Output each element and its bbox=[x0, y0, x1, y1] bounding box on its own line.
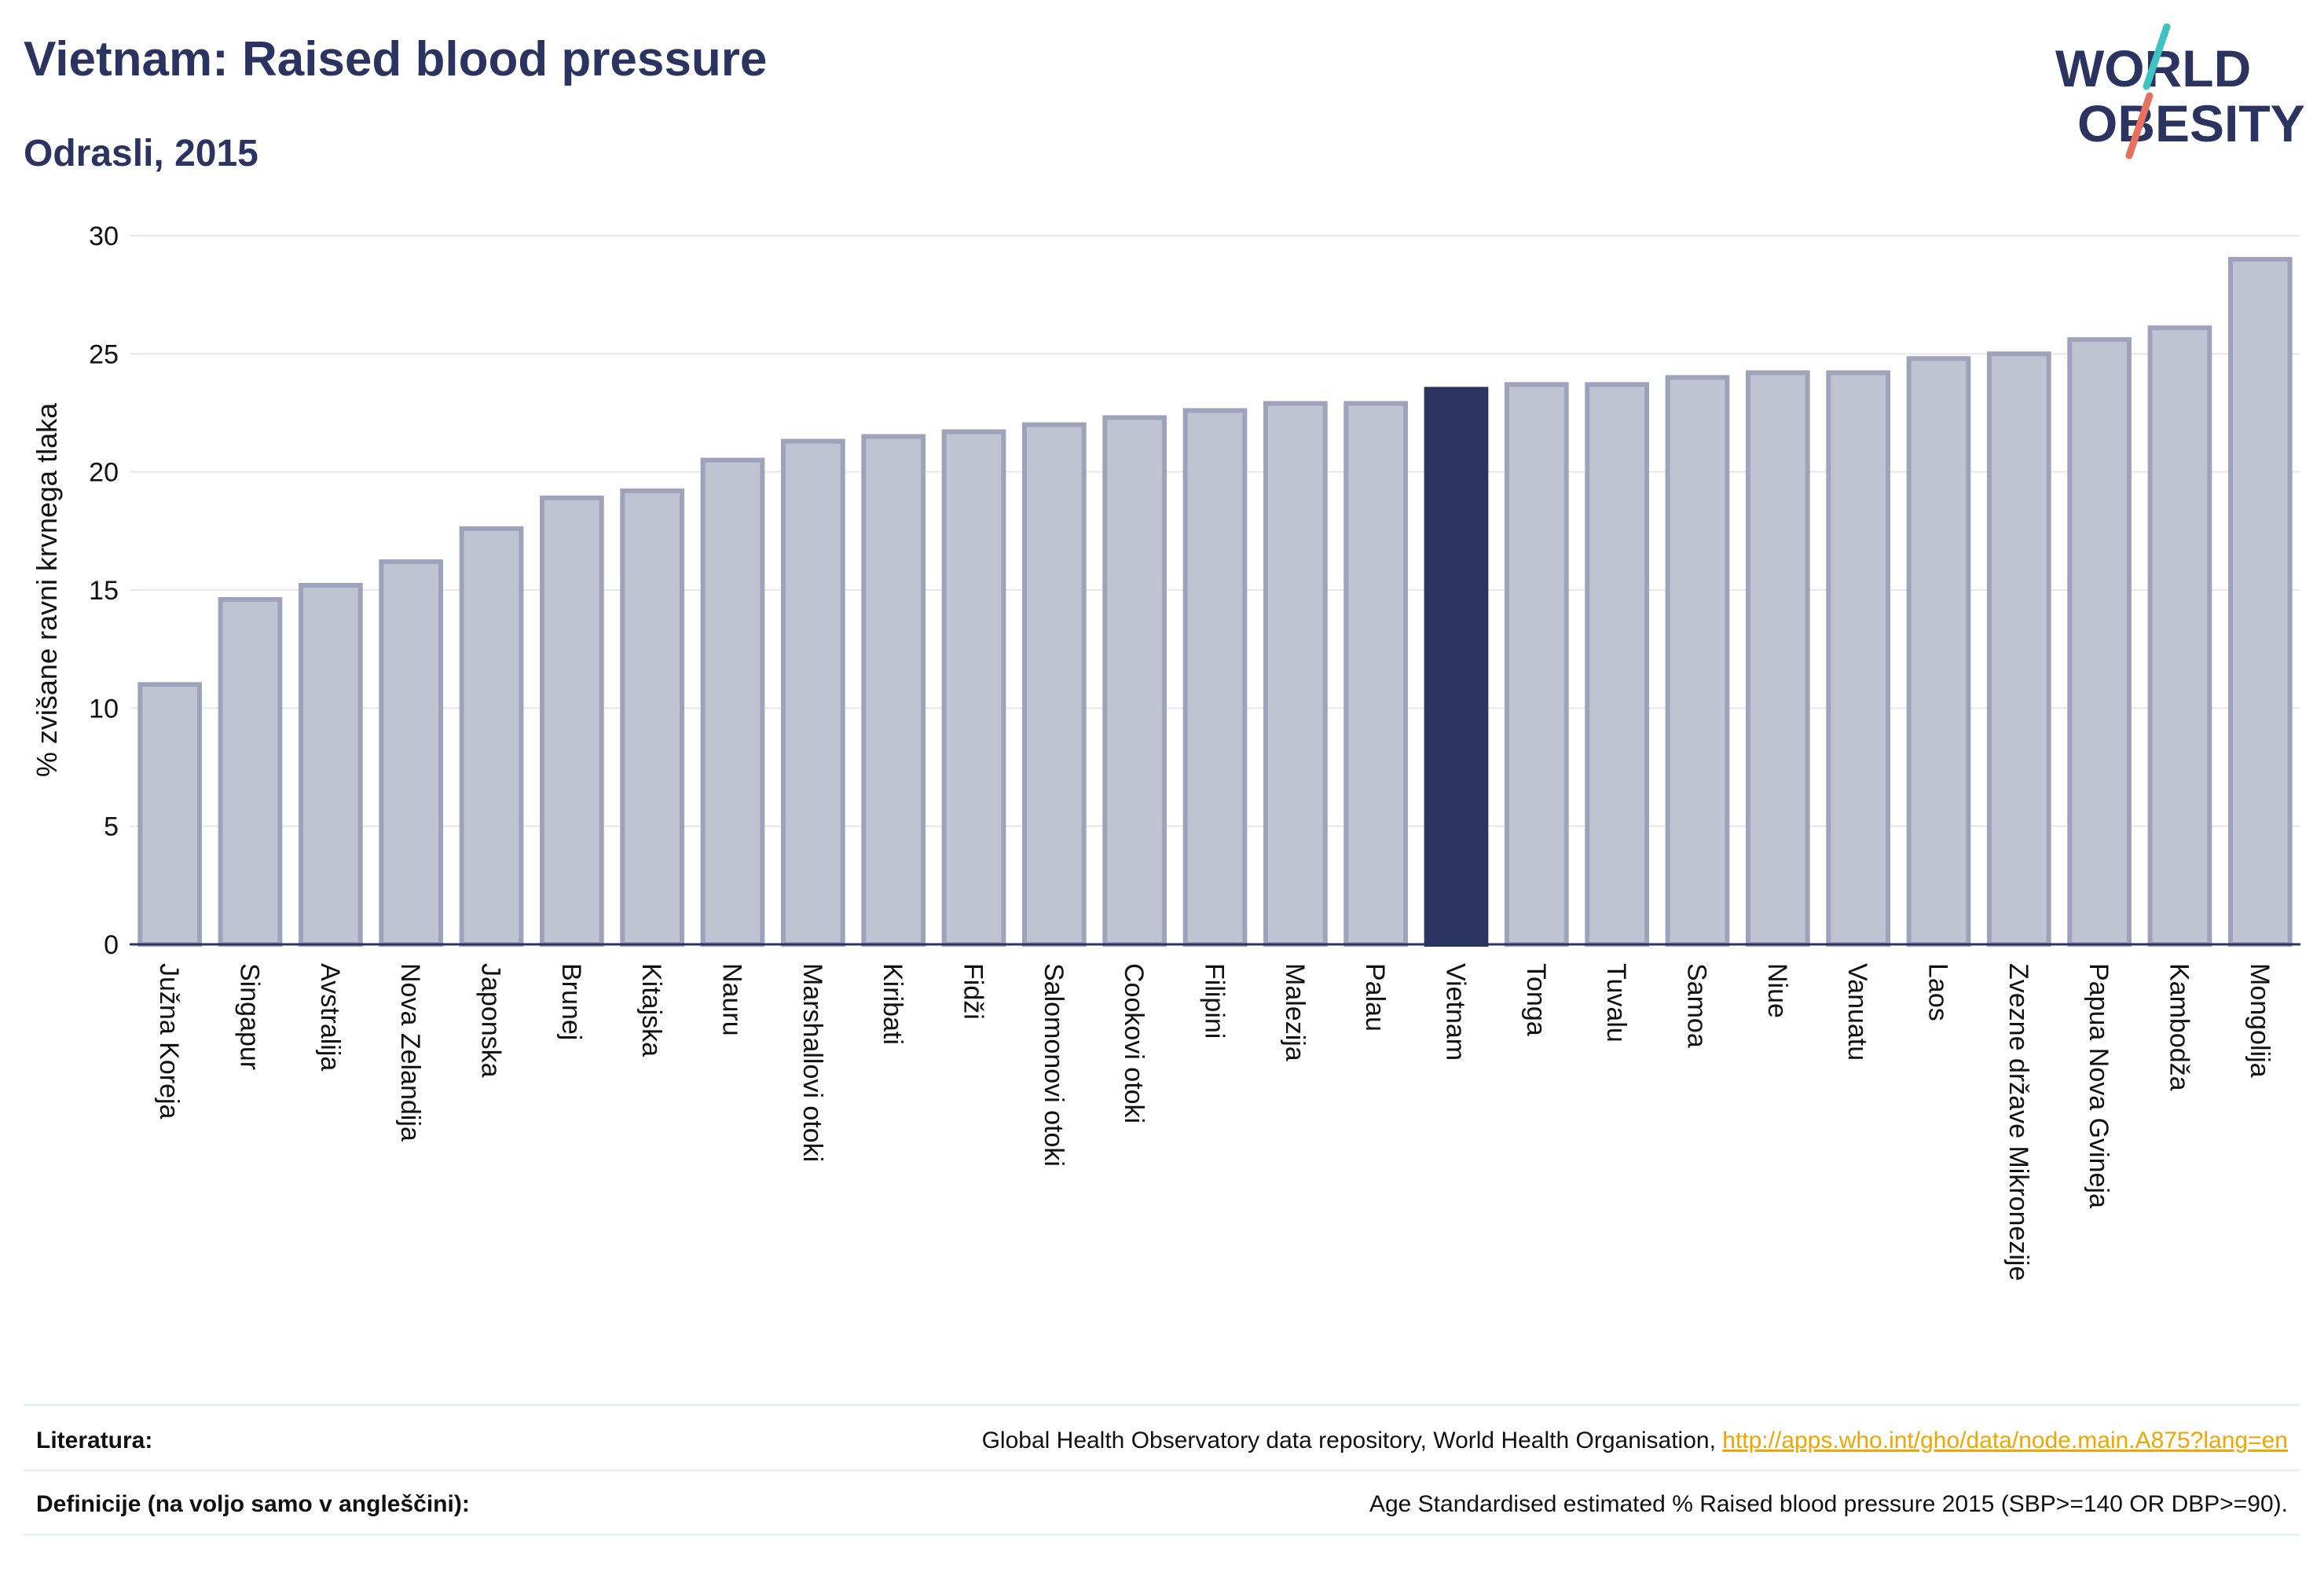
x-tick-label: Brunej bbox=[556, 963, 586, 1040]
bar bbox=[1906, 356, 1971, 947]
x-tick-label: Tonga bbox=[1521, 963, 1551, 1036]
x-tick-label: Kiribati bbox=[878, 963, 907, 1045]
definitions-value: Age Standardised estimated % Raised bloo… bbox=[1369, 1491, 2288, 1517]
bar bbox=[2147, 325, 2212, 947]
bar bbox=[298, 582, 363, 947]
definitions-label: Definicije (na voljo samo v angleščini): bbox=[36, 1491, 470, 1517]
bar bbox=[218, 597, 283, 947]
y-tick-label: 0 bbox=[104, 930, 119, 960]
x-tick-label: Zvezne države Mikronezije bbox=[2003, 963, 2033, 1281]
y-tick-label: 25 bbox=[89, 339, 119, 369]
sources-link[interactable]: http://apps.who.int/gho/data/node.main.A… bbox=[1722, 1428, 2288, 1453]
y-tick-label: 20 bbox=[89, 458, 119, 488]
bar bbox=[1826, 370, 1891, 947]
x-tick-label: Fidži bbox=[959, 963, 988, 1020]
bar bbox=[620, 488, 685, 947]
bar bbox=[379, 559, 444, 947]
bar bbox=[1263, 401, 1328, 947]
y-tick-label: 10 bbox=[89, 694, 119, 724]
y-tick-label: 30 bbox=[89, 222, 119, 251]
logo-accent-coral bbox=[2125, 92, 2154, 159]
sources-value: Global Health Observatory data repositor… bbox=[982, 1428, 2300, 1454]
x-tick-label: Filipini bbox=[1200, 963, 1230, 1039]
x-tick-label: Niue bbox=[1762, 963, 1792, 1018]
x-tick-label: Salomonovi otoki bbox=[1039, 963, 1069, 1167]
x-tick-label: Nauru bbox=[717, 963, 747, 1036]
x-tick-label: Japonska bbox=[476, 963, 506, 1078]
bar-highlighted bbox=[1424, 387, 1489, 947]
x-tick-label: Kambodža bbox=[2165, 963, 2194, 1091]
x-tick-label: Kitajska bbox=[636, 963, 666, 1057]
bar bbox=[1745, 370, 1810, 947]
bar bbox=[1665, 375, 1730, 947]
bar bbox=[539, 495, 604, 947]
bar bbox=[861, 434, 926, 947]
bar bbox=[1343, 401, 1409, 947]
bar bbox=[1182, 408, 1248, 947]
world-obesity-logo: WORLD OBESITY bbox=[2055, 24, 2305, 159]
bar bbox=[1585, 382, 1650, 947]
bars bbox=[137, 257, 2293, 947]
x-tick-label: Palau bbox=[1360, 963, 1390, 1032]
bar bbox=[941, 429, 1006, 947]
x-tick-label: Papua Nova Gvineja bbox=[2084, 963, 2113, 1208]
x-tick-label: Vietnam bbox=[1441, 963, 1471, 1061]
sources-label: Literatura: bbox=[36, 1428, 153, 1453]
bar bbox=[1986, 351, 2051, 947]
bar bbox=[459, 526, 524, 947]
bar bbox=[1504, 382, 1569, 947]
axes: 0 5 10 15 20 25 30 Južna Koreja Singapur Avstrali… bbox=[89, 222, 2300, 1281]
chart-subtitle: Odrasli, 2015 bbox=[24, 133, 258, 174]
chart-title: Vietnam: Raised blood pressure bbox=[24, 32, 768, 86]
bar bbox=[137, 682, 203, 947]
x-tick-label: Cookovi otoki bbox=[1119, 963, 1149, 1123]
logo-line2: OBESITY bbox=[2077, 94, 2305, 152]
bar bbox=[2067, 337, 2132, 947]
x-tick-label: Vanuatu bbox=[1842, 963, 1872, 1061]
y-tick-label: 5 bbox=[104, 812, 119, 842]
x-tick-label: Singapur bbox=[235, 963, 265, 1070]
x-tick-label: Samoa bbox=[1682, 963, 1712, 1048]
footer-separator-bottom bbox=[24, 1534, 2300, 1536]
x-tick-label: Marshallovi otoki bbox=[797, 963, 827, 1162]
x-tick-label: Mongolija bbox=[2245, 963, 2275, 1078]
x-tick-label: Južna Koreja bbox=[154, 963, 184, 1120]
bar bbox=[700, 457, 765, 947]
footer-separator-middle bbox=[24, 1469, 2300, 1472]
footer-sources-row: Literatura: Global Health Observatory da… bbox=[24, 1409, 2300, 1472]
footer-definitions-row: Definicije (na voljo samo v angleščini):… bbox=[24, 1473, 2300, 1536]
logo-accent-teal bbox=[2143, 24, 2171, 90]
x-tick-label: Tuvalu bbox=[1601, 963, 1631, 1043]
x-tick-label: Laos bbox=[1923, 963, 1953, 1021]
footer-separator-top bbox=[24, 1404, 2300, 1406]
y-tick-label: 15 bbox=[89, 576, 119, 606]
x-tick-label: Avstralija bbox=[315, 963, 345, 1071]
bar bbox=[1102, 415, 1167, 947]
bar bbox=[1021, 422, 1087, 947]
bar bbox=[780, 438, 845, 947]
y-axis-label: % zvišane ravni krvnega tlaka bbox=[31, 402, 63, 777]
x-tick-label: Malezija bbox=[1280, 963, 1310, 1061]
sources-text: Global Health Observatory data repositor… bbox=[981, 1428, 1723, 1453]
x-tick-label: Nova Zelandija bbox=[395, 963, 425, 1142]
bar-chart: 0 5 10 15 20 25 30 Južna Koreja Singapur Avstrali… bbox=[31, 222, 2300, 1281]
bar bbox=[2227, 257, 2293, 947]
